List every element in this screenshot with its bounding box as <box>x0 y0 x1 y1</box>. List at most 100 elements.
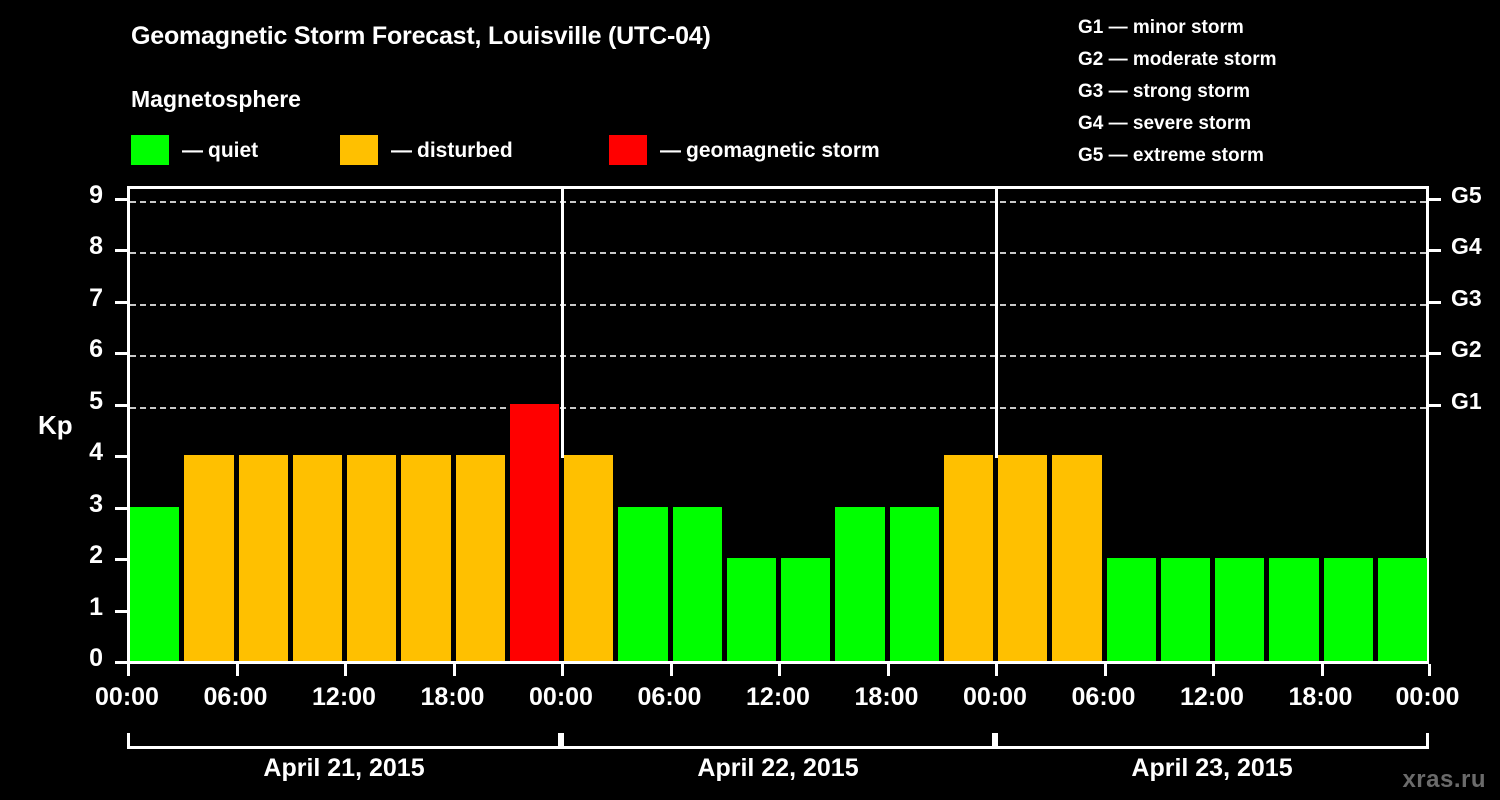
gscale-row-3: G3 — strong storm <box>1078 81 1251 102</box>
watermark: xras.ru <box>1402 766 1486 793</box>
bar-kp-slot-12 <box>781 558 831 661</box>
x-tick-label-9: 06:00 <box>1071 683 1136 711</box>
x-tick-label-12: 00:00 <box>1395 683 1460 711</box>
x-tick-11 <box>1320 664 1324 676</box>
day-divider-1 <box>560 189 564 459</box>
g-tick-label-G1: G1 <box>1451 387 1482 414</box>
y-tick-3 <box>115 506 127 510</box>
bar-kp-slot-23 <box>1377 558 1427 661</box>
gscale-row-5: G5 — extreme storm <box>1078 145 1264 166</box>
gscale-row-2: G2 — moderate storm <box>1078 49 1277 70</box>
y-tick-5 <box>115 403 127 407</box>
x-tick-12 <box>1427 664 1431 676</box>
x-tick-5 <box>669 664 673 676</box>
y-tick-8 <box>115 249 127 253</box>
page-title: Geomagnetic Storm Forecast, Louisville (… <box>131 22 711 50</box>
x-axis-labels: 00:00 06:00 12:00 18:00 00:00 06:00 12:00 18:00… <box>0 683 1500 720</box>
plot-area <box>127 186 1429 661</box>
x-tick-8 <box>995 664 998 676</box>
y-tick-label-1: 1 <box>89 592 103 621</box>
legend-swatch-disturbed-icon <box>340 135 378 165</box>
bar-kp-slot-3 <box>292 455 342 661</box>
y-tick-7 <box>115 300 127 304</box>
x-tick-9 <box>1103 664 1107 676</box>
x-tick-0 <box>127 664 130 676</box>
day-bracket-1 <box>127 733 561 749</box>
y-tick-label-6: 6 <box>89 335 103 364</box>
bar-kp-slot-22 <box>1323 558 1373 661</box>
bar-kp-slot-10 <box>672 506 722 661</box>
day-brackets <box>0 733 1500 753</box>
g-tick-G5 <box>1429 198 1441 201</box>
gridline-kp-7 <box>130 303 1426 306</box>
x-tick-label-11: 18:00 <box>1288 683 1353 711</box>
y-tick-label-3: 3 <box>89 489 103 518</box>
y-tick-label-0: 0 <box>89 644 103 672</box>
day-label-3: April 23, 2015 <box>1131 754 1293 782</box>
bar-kp-slot-17 <box>1052 455 1102 661</box>
g-tick-G1 <box>1429 403 1441 407</box>
y-tick-label-2: 2 <box>89 541 103 570</box>
gridline-kp-8 <box>130 252 1426 255</box>
gscale-legend: G1 — minor storm G2 — moderate storm G3 — … <box>1078 12 1478 172</box>
bar-kp-slot-8 <box>564 455 614 661</box>
legend-dash: — <box>391 138 412 162</box>
bar-kp-slot-15 <box>943 455 993 661</box>
x-tick-2 <box>344 664 347 676</box>
x-tick-label-0: 00:00 <box>95 683 159 711</box>
y-tick-label-9: 9 <box>89 181 103 209</box>
gridline-kp-6 <box>130 355 1426 358</box>
g-tick-label-G2: G2 <box>1451 336 1482 363</box>
x-tick-4 <box>561 664 564 676</box>
g-tick-G2 <box>1429 352 1441 356</box>
y-tick-label-4: 4 <box>89 438 103 467</box>
y-tick-label-5: 5 <box>89 386 103 415</box>
y-tick-4 <box>115 455 127 459</box>
legend-entry-quiet: — quiet <box>131 134 258 166</box>
bar-kp-slot-11 <box>726 558 776 661</box>
y-tick-0 <box>115 661 127 664</box>
g-tick-label-G5: G5 <box>1451 182 1482 208</box>
y-tick-label-8: 8 <box>89 232 103 261</box>
day-label-1: April 21, 2015 <box>263 754 425 782</box>
day-bracket-3 <box>995 733 1429 749</box>
gridline-kp-9 <box>130 201 1426 203</box>
bar-kp-slot-19 <box>1160 558 1210 661</box>
y-tick-6 <box>115 352 127 356</box>
legend-label: disturbed <box>417 138 513 162</box>
bar-kp-slot-13 <box>835 506 885 661</box>
bar-kp-slot-4 <box>347 455 397 661</box>
legend-entry-storm: — geomagnetic storm <box>609 134 880 166</box>
bar-kp-slot-7 <box>509 403 559 661</box>
bar-kp-slot-20 <box>1215 558 1265 661</box>
day-divider-2 <box>994 189 998 459</box>
day-labels: April 21, 2015 April 22, 2015 April 23, 20… <box>0 754 1500 791</box>
x-axis-baseline <box>127 661 1429 664</box>
legend-dash: — <box>660 138 681 162</box>
x-tick-label-2: 12:00 <box>312 683 376 711</box>
gscale-row-1: G1 — minor storm <box>1078 17 1244 38</box>
bar-kp-slot-5 <box>401 455 451 661</box>
g-tick-label-G4: G4 <box>1451 233 1482 260</box>
y-tick-2 <box>115 558 127 562</box>
x-tick-label-3: 18:00 <box>420 683 485 711</box>
gridline-kp-5 <box>130 406 1426 409</box>
magnetosphere-section-label: Magnetosphere <box>131 86 301 112</box>
x-tick-10 <box>1212 664 1215 676</box>
bar-kp-slot-14 <box>889 506 939 661</box>
x-tick-1 <box>235 664 239 676</box>
y-tick-9 <box>115 198 127 201</box>
day-bracket-2 <box>561 733 995 749</box>
legend-dash: — <box>182 138 203 162</box>
g-tick-G4 <box>1429 249 1441 253</box>
bar-kp-slot-1 <box>184 455 234 661</box>
g-tick-label-G3: G3 <box>1451 284 1482 311</box>
bar-kp-slot-18 <box>1106 558 1156 661</box>
x-axis-ticks <box>127 664 1431 676</box>
legend-swatch-storm-icon <box>609 135 647 165</box>
x-tick-label-1: 06:00 <box>203 683 268 711</box>
day-label-2: April 22, 2015 <box>697 754 859 782</box>
x-tick-label-7: 18:00 <box>854 683 919 711</box>
gscale-row-4: G4 — severe storm <box>1078 113 1252 134</box>
legend-swatch-quiet-icon <box>131 135 169 165</box>
